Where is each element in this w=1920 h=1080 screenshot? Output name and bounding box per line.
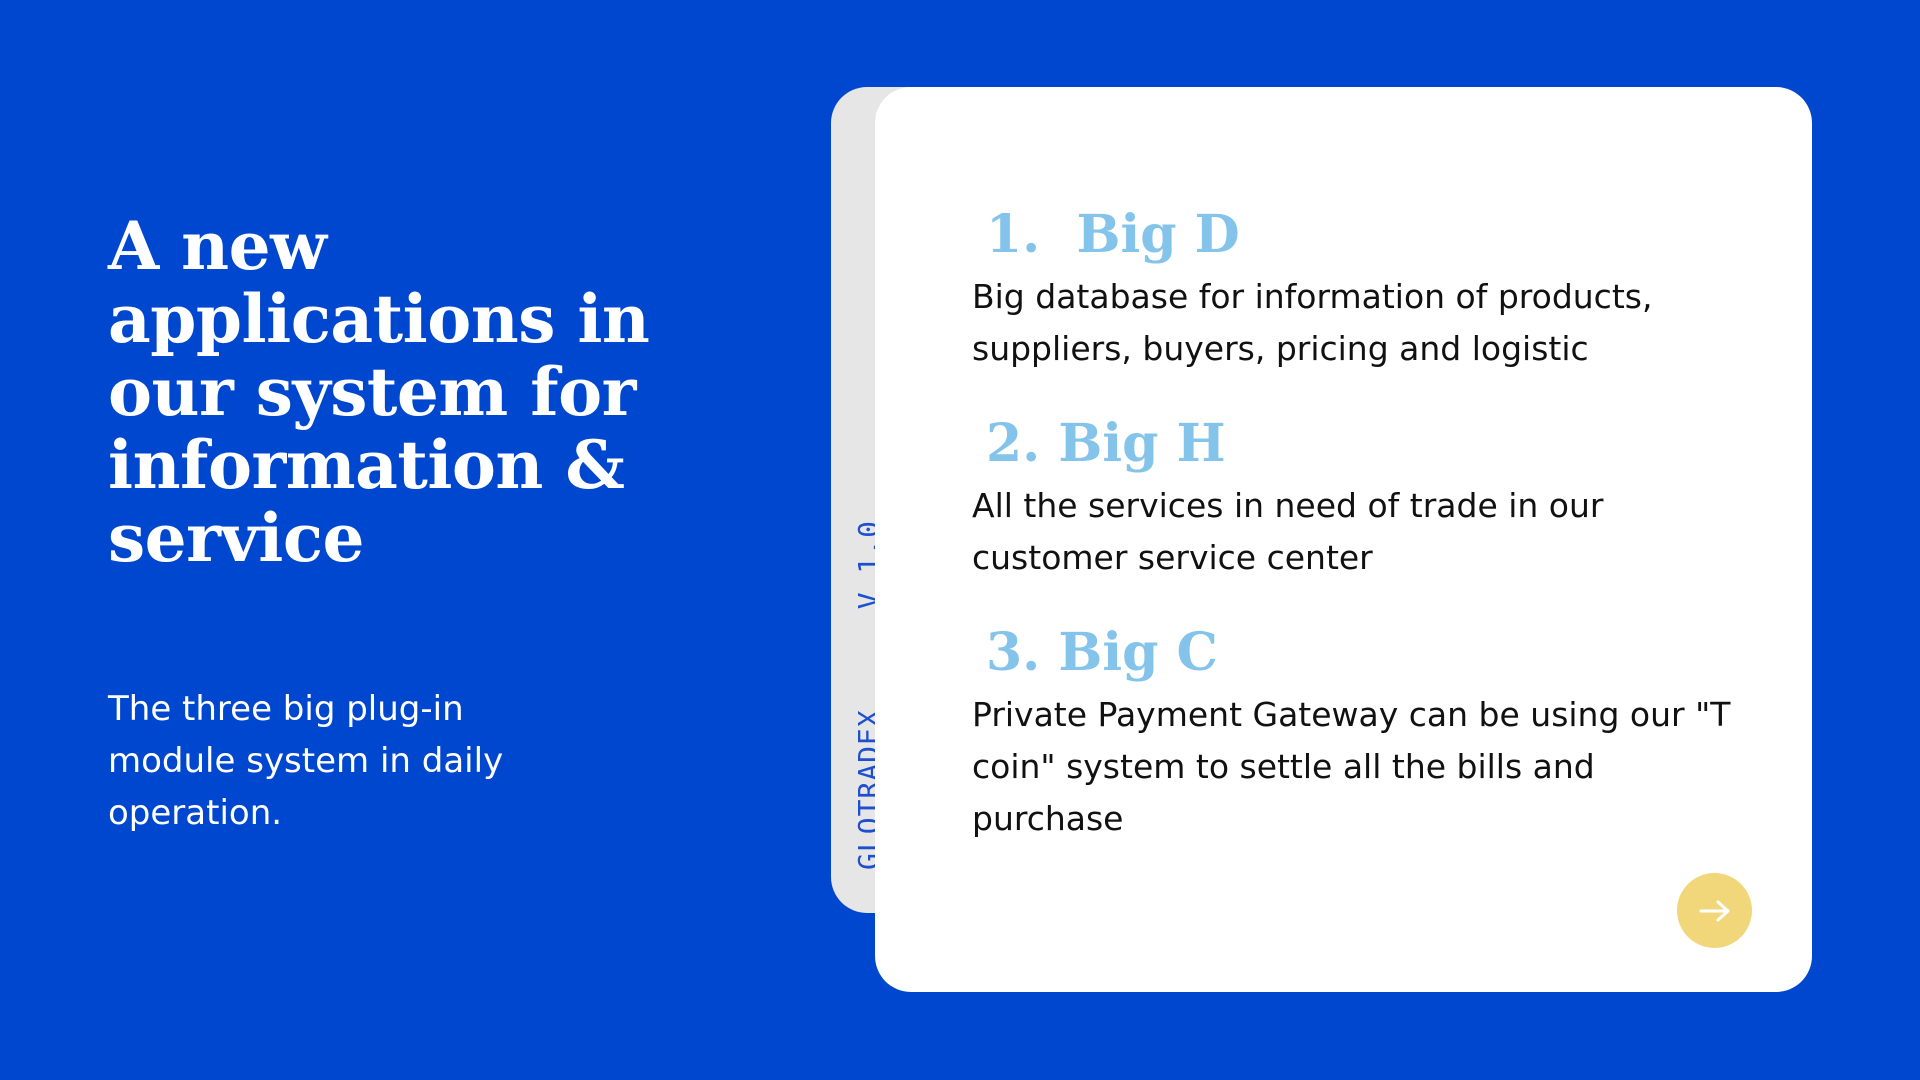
arrow-right-icon [1699,900,1731,922]
slide-subtext: The three big plug-in module system in d… [108,689,504,833]
module-title: 2. Big H [986,413,1226,474]
module-description: All the services in need of trade in our… [972,486,1604,577]
module-item-big-d: 1. Big D Big database for information of… [972,205,1732,375]
side-label: GLOTRADEX V 1.0 [852,520,885,870]
module-item-big-h: 2. Big H All the services in need of tra… [972,414,1732,584]
modules-card: 1. Big D Big database for information of… [875,87,1812,992]
slide-headline: A new applications in our system for inf… [108,207,650,577]
module-title: 3. Big C [986,622,1218,683]
module-description: Big database for information of products… [972,277,1653,368]
next-button[interactable] [1677,873,1752,948]
module-title: 1. Big D [986,204,1240,265]
module-description: Private Payment Gateway can be using our… [972,695,1731,838]
module-item-big-c: 3. Big C Private Payment Gateway can be … [972,623,1732,845]
